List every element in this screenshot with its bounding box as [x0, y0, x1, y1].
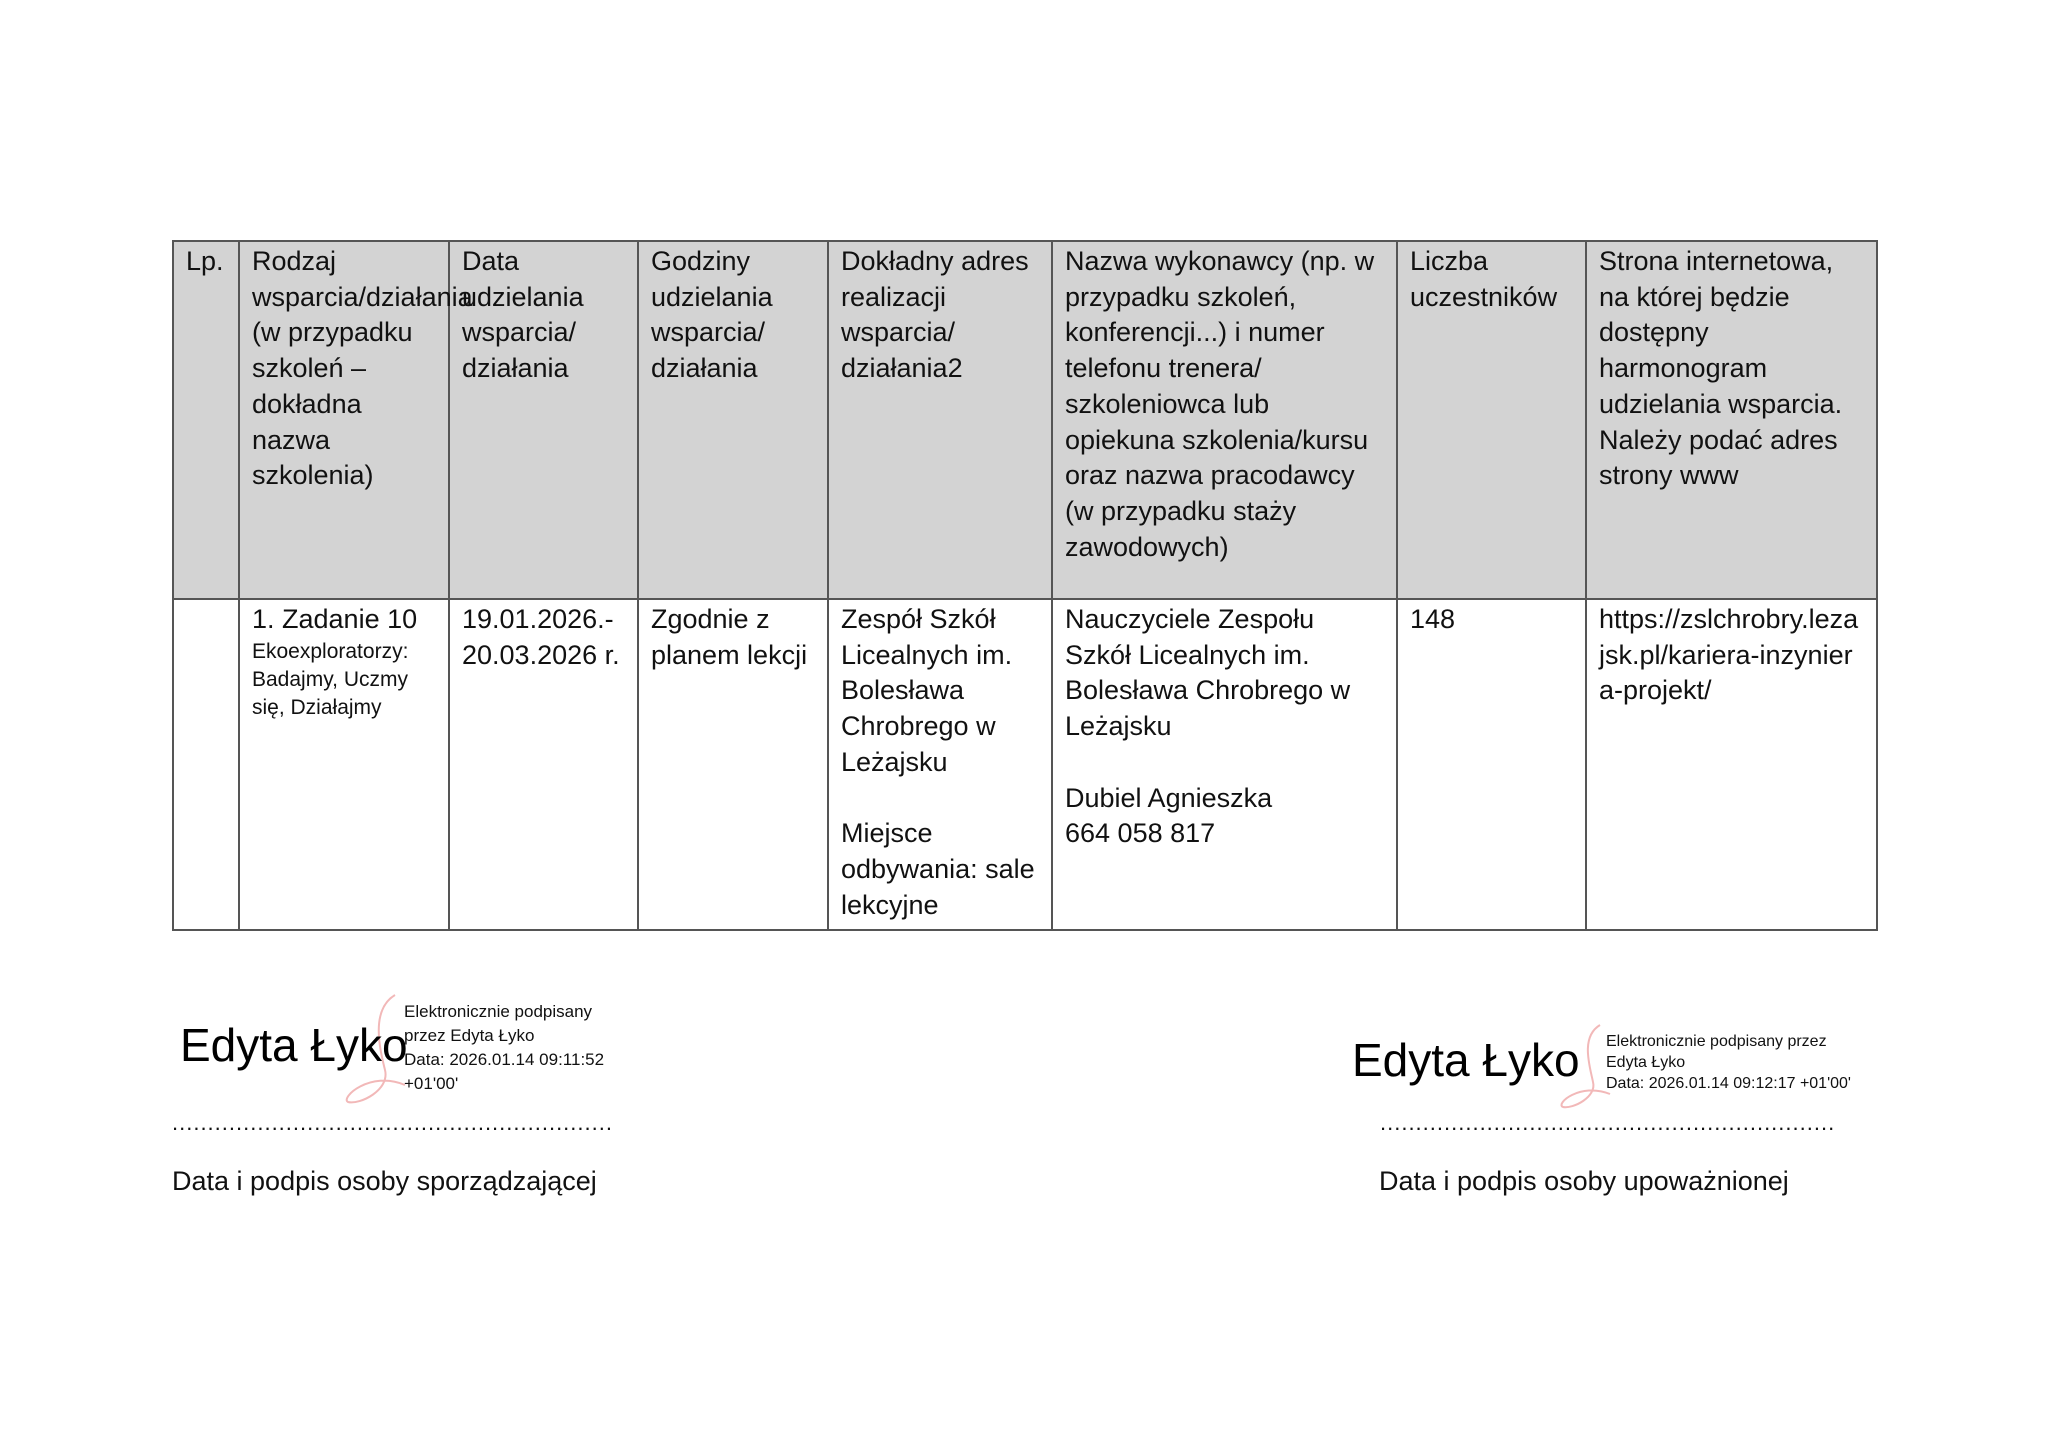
- cell-participants: 148: [1396, 597, 1587, 932]
- signature-name: Edyta Łyko: [1352, 1034, 1580, 1086]
- signature-line: ........................................…: [172, 1110, 612, 1135]
- table-header-row: Lp. Rodzaj wsparcia/działania (w przypad…: [172, 240, 1878, 600]
- signature-line: ........................................…: [1380, 1110, 1835, 1135]
- header-date: Data udzielania wsparcia/ działania: [448, 240, 639, 600]
- signature-mark-icon: [345, 994, 406, 1104]
- cell-date: 19.01.2026.- 20.03.2026 r.: [448, 597, 639, 932]
- address-text: Zespół Szkół Licealnych im. Bolesława Ch…: [841, 604, 1013, 777]
- place-text: Miejsce odbywania: sale lekcyjne: [841, 818, 1035, 920]
- signature-info: Elektronicznie podpisany przez Edyta Łyk…: [1606, 1033, 1851, 1092]
- header-website: Strona internetowa, na której będzie dos…: [1585, 240, 1878, 600]
- header-hours: Godziny udzielania wsparcia/ działania: [637, 240, 829, 600]
- header-contractor: Nazwa wykonawcy (np. w przypadku szkoleń…: [1051, 240, 1398, 600]
- header-address: Dokładny adres realizacji wsparcia/ dzia…: [827, 240, 1053, 600]
- signature-caption: Data i podpis osoby sporządzającej: [172, 1166, 597, 1196]
- contractor-text: Nauczyciele Zespołu Szkół Licealnych im.…: [1065, 604, 1351, 742]
- table-row: 1. Zadanie 10 Ekoexploratorzy: Badajmy, …: [172, 597, 1878, 932]
- signature-mark-icon: [1560, 1024, 1611, 1109]
- contact-phone: 664 058 817: [1065, 818, 1216, 849]
- support-schedule-table: Lp. Rodzaj wsparcia/działania (w przypad…: [172, 240, 1878, 932]
- cell-lp: [172, 597, 240, 932]
- support-type-subtitle: Ekoexploratorzy: Badajmy, Uczmy się, Dzi…: [252, 639, 409, 719]
- signature-caption: Data i podpis osoby upoważnionej: [1379, 1166, 1789, 1196]
- header-participants: Liczba uczestników: [1396, 240, 1587, 600]
- cell-support-type: 1. Zadanie 10 Ekoexploratorzy: Badajmy, …: [238, 597, 450, 932]
- cell-address: Zespół Szkół Licealnych im. Bolesława Ch…: [827, 597, 1053, 932]
- cell-contractor: Nauczyciele Zespołu Szkół Licealnych im.…: [1051, 597, 1398, 932]
- header-lp: Lp.: [172, 240, 240, 600]
- contact-name: Dubiel Agnieszka: [1065, 782, 1273, 813]
- header-support-type: Rodzaj wsparcia/działania (w przypadku s…: [238, 240, 473, 600]
- cell-hours: Zgodnie z planem lekcji: [637, 597, 829, 932]
- signature-name: Edyta Łyko: [180, 1019, 408, 1071]
- signature-info: Elektronicznie podpisany przez Edyta Łyk…: [404, 1002, 605, 1093]
- cell-website: https://zslchrobry.lezajsk.pl/kariera-in…: [1585, 597, 1878, 932]
- support-type-title: 1. Zadanie 10: [252, 604, 418, 634]
